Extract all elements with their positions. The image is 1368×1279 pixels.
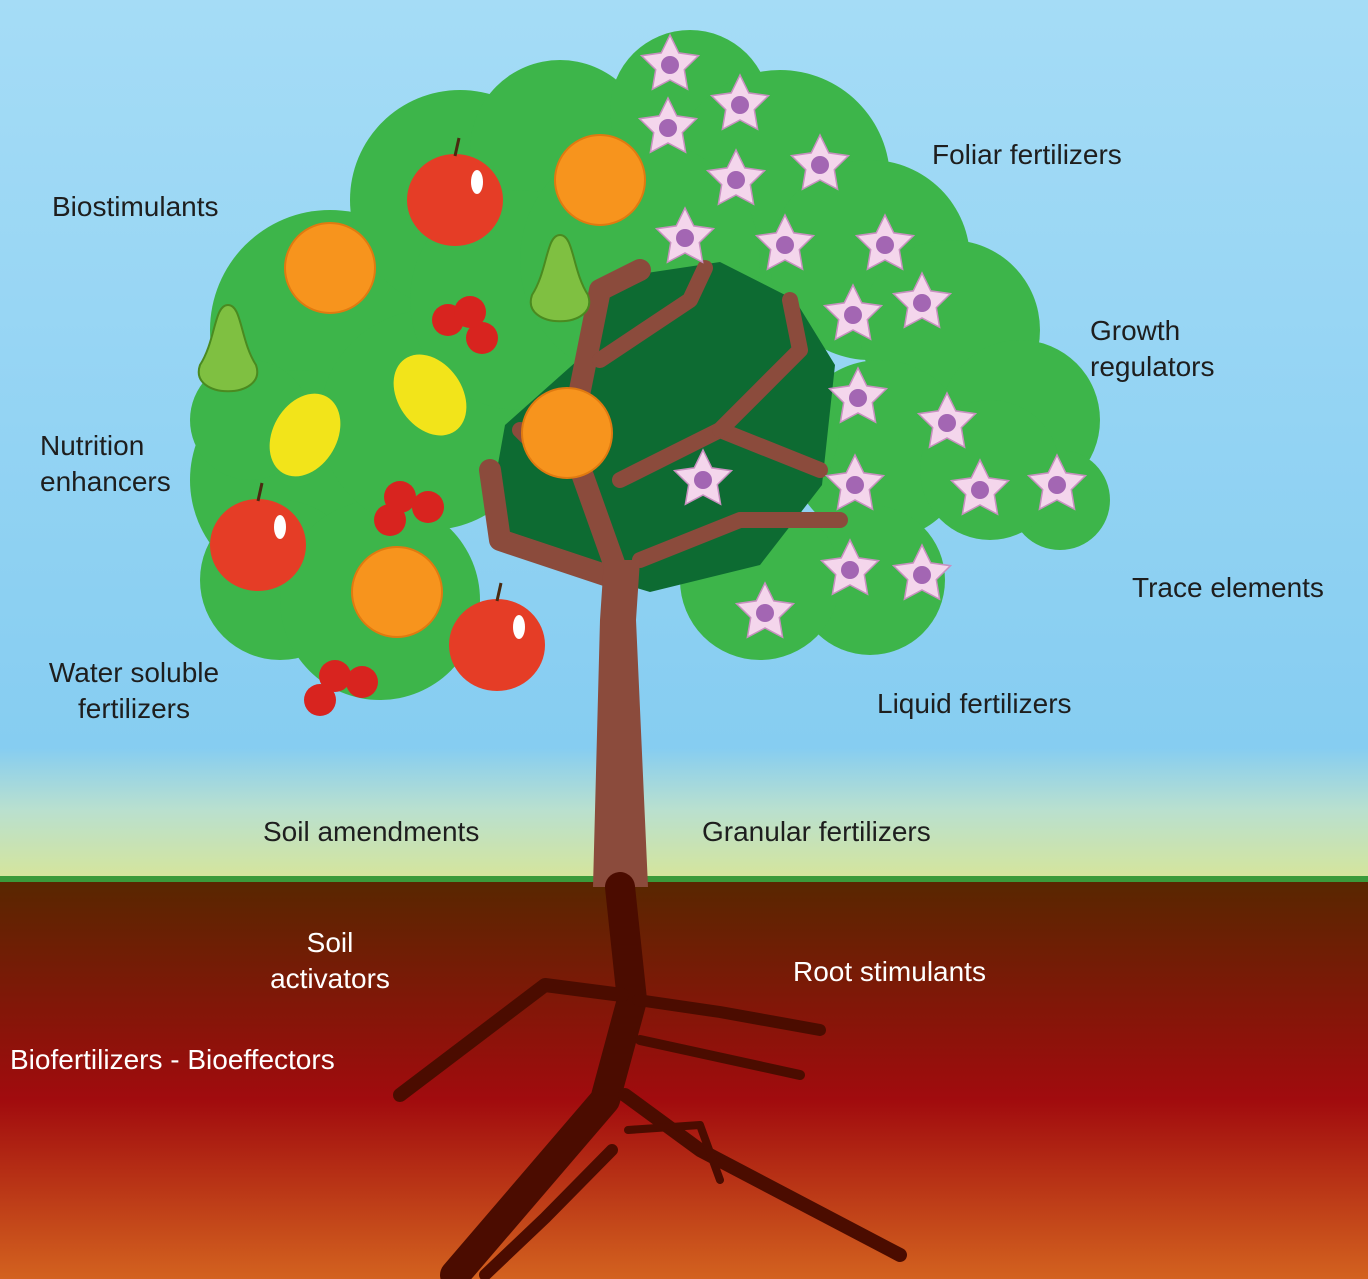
flower-center: [756, 604, 774, 622]
flower-center: [1048, 476, 1066, 494]
label: Trace elements: [1132, 572, 1324, 603]
orange: [352, 547, 442, 637]
cherry: [412, 491, 444, 523]
flower-center: [841, 561, 859, 579]
flower-center: [731, 96, 749, 114]
apple: [407, 154, 503, 246]
flower-center: [811, 156, 829, 174]
flower-center: [727, 171, 745, 189]
flower-center: [659, 119, 677, 137]
cherry: [454, 296, 486, 328]
flower-center: [938, 414, 956, 432]
flower-center: [676, 229, 694, 247]
flower-center: [913, 566, 931, 584]
apple-shine: [471, 170, 483, 194]
flower-center: [776, 236, 794, 254]
orange: [522, 388, 612, 478]
flower-center: [876, 236, 894, 254]
apple: [449, 599, 545, 691]
tree-diagram: Biostimulants Foliar fertilizers Growthr…: [0, 0, 1368, 1279]
cherry: [346, 666, 378, 698]
flower-center: [661, 56, 679, 74]
flower-center: [846, 476, 864, 494]
flower-center: [849, 389, 867, 407]
label: Foliar fertilizers: [932, 139, 1122, 170]
flower-center: [694, 471, 712, 489]
label: Granular fertilizers: [702, 816, 931, 847]
cherry: [319, 660, 351, 692]
ground-line: [0, 876, 1368, 882]
orange: [285, 223, 375, 313]
apple-shine: [513, 615, 525, 639]
apple: [210, 499, 306, 591]
flower-center: [844, 306, 862, 324]
flower-center: [971, 481, 989, 499]
label: Biofertilizers - Bioeffectors: [10, 1044, 335, 1075]
label: Soil amendments: [263, 816, 479, 847]
orange: [555, 135, 645, 225]
label: Liquid fertilizers: [877, 688, 1072, 719]
label: Biostimulants: [52, 191, 219, 222]
flower-center: [913, 294, 931, 312]
apple-shine: [274, 515, 286, 539]
soil: [0, 880, 1368, 1279]
cherry: [384, 481, 416, 513]
label: Root stimulants: [793, 956, 986, 987]
